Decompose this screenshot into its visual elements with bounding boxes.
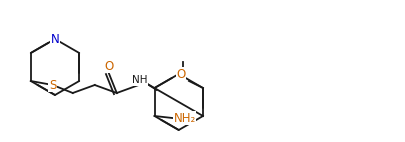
Text: NH: NH xyxy=(132,75,147,85)
Text: O: O xyxy=(104,59,113,73)
Text: NH₂: NH₂ xyxy=(173,111,195,125)
Text: N: N xyxy=(51,33,59,45)
Text: S: S xyxy=(49,79,56,91)
Text: O: O xyxy=(176,67,185,81)
